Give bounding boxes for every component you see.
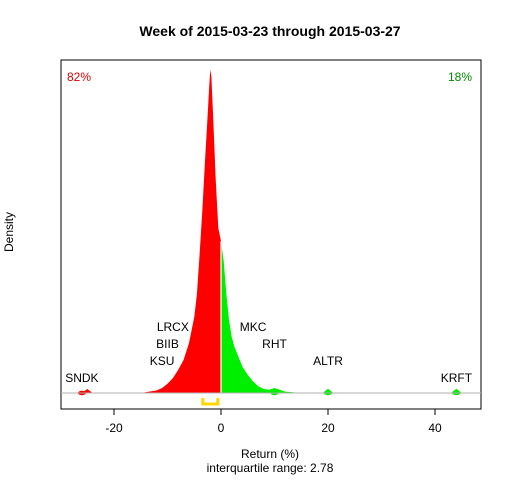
ticker-label-sndk: SNDK (65, 371, 98, 385)
ticker-label-altr: ALTR (313, 354, 343, 368)
ticker-label-ksu: KSU (150, 354, 175, 368)
ticker-labels: SNDK KSU BIIB LRCX MKC RHT ALTR KRFT (65, 320, 473, 385)
ticker-label-biib: BIIB (156, 337, 179, 351)
ticker-label-mkc: MKC (240, 320, 267, 334)
x-axis: -20 0 20 40 (105, 409, 442, 435)
iqr-bracket-line (201, 398, 220, 406)
chart-title: Week of 2015-03-23 through 2015-03-27 (139, 23, 400, 39)
iqr-subtitle: interquartile range: 2.78 (207, 461, 334, 475)
negative-share-label: 82% (67, 70, 91, 84)
x-tick-label: 40 (428, 421, 442, 435)
x-tick-label: -20 (105, 421, 123, 435)
ticker-label-lrcx: LRCX (157, 320, 189, 334)
x-tick-label: 20 (321, 421, 335, 435)
ticker-label-rht: RHT (262, 337, 287, 351)
x-axis-label: Return (%) (241, 447, 299, 461)
density-curve (60, 69, 478, 393)
iqr-bracket (201, 398, 220, 406)
positive-return-area (221, 241, 478, 393)
y-axis-label: Density (2, 212, 16, 252)
x-tick-label: 0 (218, 421, 225, 435)
ticker-label-krft: KRFT (441, 371, 473, 385)
plot-frame (60, 59, 482, 410)
positive-share-label: 18% (448, 70, 472, 84)
negative-return-area (60, 69, 221, 393)
